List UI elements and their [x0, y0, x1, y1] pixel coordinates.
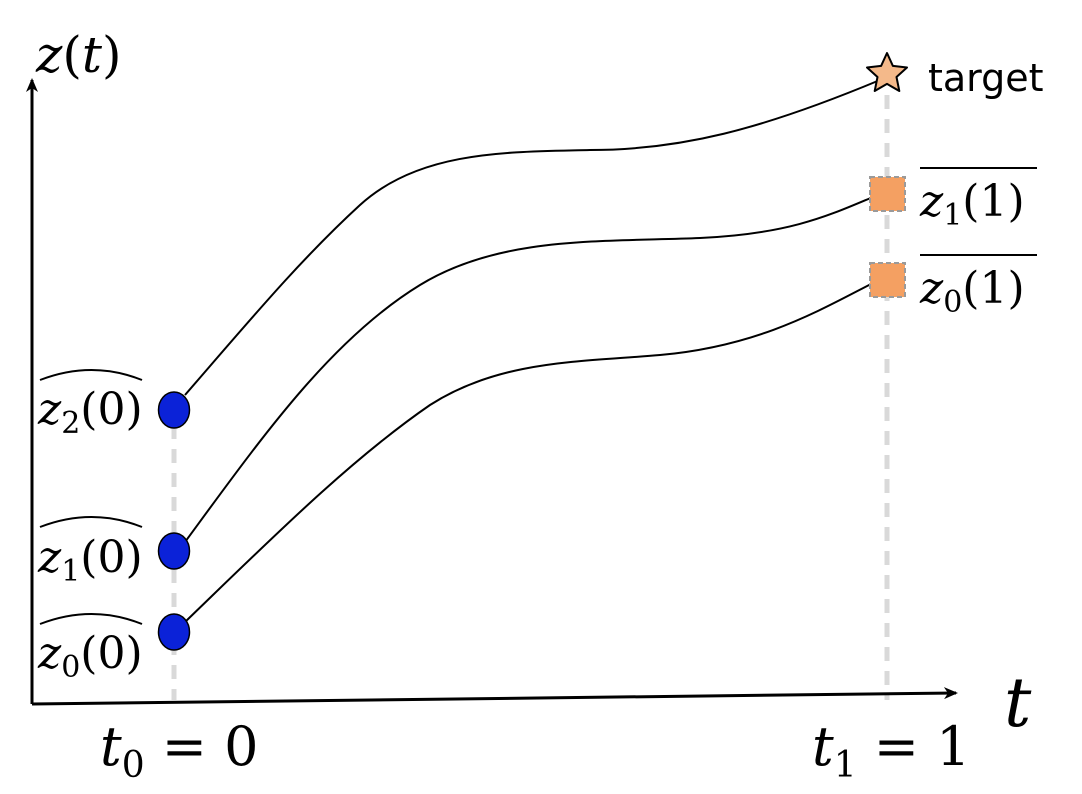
- trajectory-curve-2: [184, 79, 881, 396]
- start-label-z0: z0(0): [37, 628, 143, 685]
- x-axis: [31, 687, 958, 706]
- start-label-z1: z1(0): [37, 532, 143, 589]
- start-point-z1: [157, 532, 191, 570]
- end-point-z0: [869, 262, 906, 298]
- hat-z1: [39, 516, 143, 528]
- tick-label-t0: t0 = 0: [100, 715, 259, 786]
- trajectory-curve-1: [184, 196, 874, 543]
- target-star-icon: [866, 52, 908, 92]
- start-label-z2: z2(0): [37, 384, 143, 441]
- target-label: target: [928, 56, 1044, 100]
- start-point-z0: [157, 613, 191, 651]
- end-point-z1: [869, 176, 906, 212]
- hat-z2: [39, 369, 143, 381]
- x-axis-label: t: [1004, 664, 1032, 743]
- start-point-z2: [157, 391, 191, 429]
- hat-z0: [39, 613, 143, 625]
- end-label-z0: z0(1): [919, 263, 1025, 320]
- end-label-z1: z1(1): [919, 176, 1025, 233]
- trajectory-curve-0: [184, 282, 874, 623]
- tick-label-t1: t1 = 1: [812, 715, 971, 786]
- y-axis-label: z(t): [35, 26, 121, 84]
